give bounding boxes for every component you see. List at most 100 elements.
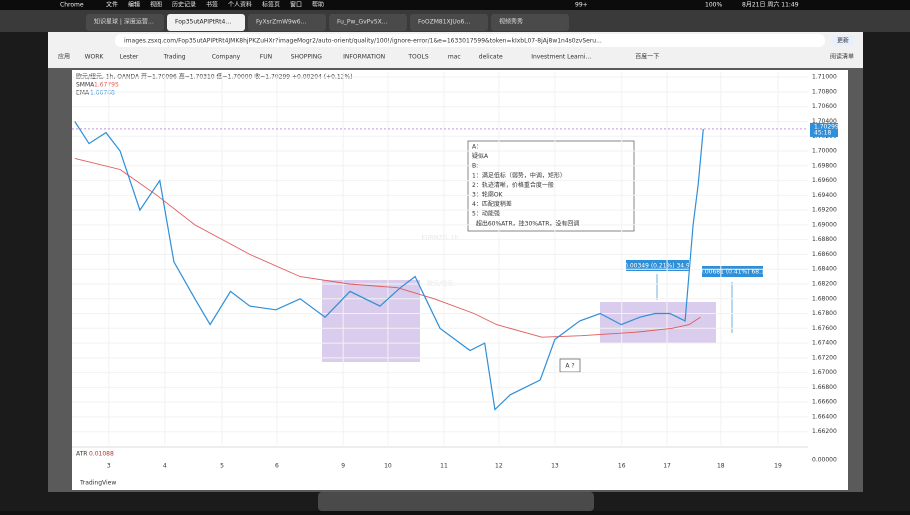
- menu-item[interactable]: 历史记录: [172, 1, 196, 9]
- smma-line: [74, 157, 701, 338]
- y-tick-label: 1.68200: [812, 280, 837, 287]
- bookmark[interactable]: Lester: [120, 54, 139, 61]
- tab[interactable]: [86, 14, 164, 31]
- x-tick-label: 11: [440, 463, 448, 470]
- bookmark[interactable]: 应用: [58, 53, 70, 61]
- tab[interactable]: [491, 14, 569, 31]
- x-tick-label: 18: [717, 463, 725, 470]
- status-item: 8月21日 周六 11:49: [742, 1, 799, 9]
- menu-item[interactable]: 帮助: [312, 1, 324, 9]
- bookmark[interactable]: SHOPPING: [291, 54, 323, 61]
- bookmark[interactable]: WORK: [85, 54, 105, 61]
- x-tick-label: 4: [163, 463, 167, 470]
- y-tick-label: 1.70600: [812, 103, 837, 110]
- menu-item[interactable]: 书签: [206, 1, 218, 9]
- menu-item[interactable]: 视图: [150, 1, 162, 9]
- y-tick-label: 1.70000: [812, 148, 837, 155]
- address-bar[interactable]: [115, 34, 825, 47]
- annotation-line: 5：动能强: [472, 210, 500, 218]
- chart-area: [72, 70, 848, 490]
- status-item: 100%: [705, 2, 722, 9]
- x-tick-label: 10: [384, 463, 392, 470]
- url: images.zsxq.com/Fop35utAPIPtRt4JMK8hjPKZ…: [124, 38, 602, 45]
- x-tick-label: 12: [495, 463, 503, 470]
- tab[interactable]: [167, 14, 245, 31]
- y-tick-label: 1.66200: [812, 428, 837, 435]
- y-tick-label: 1.69200: [812, 207, 837, 214]
- label-box: [559, 358, 581, 373]
- indicator-value: 1.67795: [94, 82, 119, 89]
- menu-item[interactable]: 标签页: [262, 1, 280, 9]
- menu-item[interactable]: 编辑: [128, 1, 140, 9]
- y-tick-label: 1.68800: [812, 236, 837, 243]
- tab-title: 视频秀秀: [499, 18, 523, 26]
- bookmark[interactable]: TOOLS: [407, 54, 428, 61]
- last-price-label: 1.70299: [814, 123, 839, 130]
- measure-label: [626, 260, 689, 271]
- indicator-name: EMA: [76, 90, 90, 97]
- y-tick-label: 1.68000: [812, 295, 837, 302]
- bookmark[interactable]: 百度一下: [635, 53, 659, 61]
- annotation-line: B:: [472, 163, 478, 170]
- menu-item[interactable]: Chrome: [60, 2, 84, 9]
- x-tick-label: 17: [663, 463, 671, 470]
- dock: [318, 492, 594, 511]
- menu-item[interactable]: 个人资料: [228, 1, 252, 9]
- tab[interactable]: [248, 14, 326, 31]
- bookmark[interactable]: 阅读清单: [830, 53, 854, 61]
- x-tick-label: 5: [220, 463, 224, 470]
- y-tick-label: 1.68400: [812, 266, 837, 273]
- annotation-line: 超出60%ATR，挂30%ATR，没有回调: [472, 219, 579, 227]
- price-line: [74, 121, 704, 411]
- tab-title: FyXsrZmW9w6…: [256, 19, 307, 26]
- range-box: [600, 302, 716, 343]
- annotation-box: [467, 140, 635, 232]
- annotation-line: 2：轨迹清晰，价格重合度一般: [472, 181, 554, 189]
- y-tick-label: 1.66800: [812, 384, 837, 391]
- range-box: [322, 280, 420, 362]
- bookmark[interactable]: Investment Learni...: [531, 54, 591, 61]
- y-tick-label: 1.67200: [812, 354, 837, 361]
- annotation-line: 3：轮廓OK: [472, 191, 504, 199]
- brand: TradingView: [79, 480, 116, 487]
- y-tick-label: 1.69400: [812, 192, 837, 199]
- y-tick-label: 1.68600: [812, 251, 837, 258]
- atr-value: 0.01088: [89, 451, 114, 458]
- tab-title: Fu_Pw_GvPv5X…: [337, 19, 388, 26]
- y-tick-label: 1.66400: [812, 413, 837, 420]
- bookmark[interactable]: INFORMATION: [343, 54, 385, 61]
- y-tick-label: 1.69800: [812, 162, 837, 169]
- chart-header: 欧元/纽元, 1h, OANDA 开=1.70096 高=1.70310 低=1…: [76, 73, 353, 81]
- tab-title: 知识星球 | 深度运营…: [94, 18, 154, 26]
- y-tick-label: 1.67000: [812, 369, 837, 376]
- x-tick-label: 19: [774, 463, 782, 470]
- menu-item[interactable]: 文件: [106, 1, 118, 9]
- menu-bar: [0, 0, 910, 10]
- y-tick-label: 1.70800: [812, 88, 837, 95]
- x-tick-label: 9: [341, 463, 345, 470]
- y-tick-label: 1.67600: [812, 325, 837, 332]
- tab[interactable]: [329, 14, 407, 31]
- menu-item[interactable]: 窗口: [290, 1, 302, 9]
- y-tick-label: 1.66600: [812, 399, 837, 406]
- bookmark[interactable]: delicate: [479, 54, 503, 61]
- bookmark[interactable]: Trading: [163, 54, 186, 61]
- annotation-line: 疑似A: [472, 152, 489, 160]
- bookmark[interactable]: mac: [448, 54, 461, 61]
- watermark: EURNZD, 1h: [421, 235, 458, 242]
- y-tick-label: 1.67400: [812, 340, 837, 347]
- x-tick-label: 16: [618, 463, 626, 470]
- indicator-value: 1.66768: [90, 90, 115, 97]
- update-button[interactable]: [832, 35, 854, 46]
- bookmark[interactable]: FUN: [260, 54, 272, 61]
- x-tick-label: 13: [551, 463, 559, 470]
- tab[interactable]: [410, 14, 488, 31]
- measure-label: [702, 266, 763, 277]
- tab-title: FoOZM81XJUo6…: [418, 19, 470, 26]
- measure-text: 0.00349 (0.21%) 34.9: [624, 263, 690, 270]
- annotation-line: 4：匹配度稍差: [472, 200, 512, 208]
- x-tick-label: 3: [107, 463, 111, 470]
- bookmark[interactable]: Company: [212, 54, 241, 61]
